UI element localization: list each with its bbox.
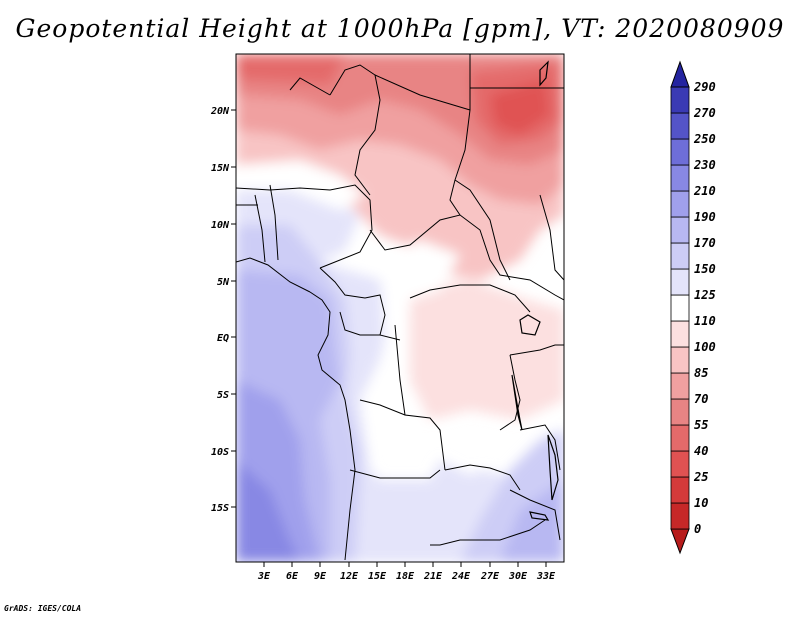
colorbar-bin [670, 346, 690, 374]
lat-tick-labels: 20N 15N 10N 5N EQ 5S 10S 15S [210, 106, 230, 514]
lat-tick-label: 15N [211, 163, 230, 174]
lat-tick-marks [231, 109, 236, 508]
colorbar-level-label: 110 [694, 314, 716, 328]
lon-tick-label: 30E [508, 571, 528, 582]
colorbar-level-label: 85 [694, 366, 708, 380]
lakes [511, 60, 559, 521]
lon-tick-label: 18E [396, 571, 415, 582]
colorbar-bin [670, 398, 690, 426]
colorbar-bin [670, 268, 690, 296]
colorbar-labels: 0 10 25 40 55 70 85 100 110 125 150 170 190 210 230 250… [693, 80, 716, 536]
lon-tick-labels: 3E 6E 9E 12E 15E 18E 21E 24E 27E 30E 33E [257, 571, 556, 582]
colorbar-bin [670, 112, 690, 140]
colorbar-bin [670, 424, 690, 452]
colorbar-bin [670, 372, 690, 400]
colorbar-level-label: 70 [694, 392, 708, 406]
lon-tick-label: 12E [340, 571, 359, 582]
geopotential-field [236, 54, 564, 562]
lat-tick-label: EQ [217, 333, 229, 344]
colorbar-bin [670, 216, 690, 244]
lon-tick-label: 3E [257, 571, 271, 582]
lon-tick-label: 9E [314, 571, 327, 582]
colorbar-bin [670, 294, 690, 322]
lon-tick-label: 24E [451, 571, 471, 582]
colorbar [670, 60, 690, 555]
colorbar-bin [670, 476, 690, 504]
colorbar-bin [670, 60, 690, 88]
colorbar-level-label: 190 [694, 210, 716, 224]
lon-tick-label: 27E [480, 571, 500, 582]
colorbar-level-label: 25 [693, 470, 708, 484]
colorbar-bin [670, 164, 690, 192]
colorbar-level-label: 40 [694, 444, 708, 458]
grads-credit: GrADS: IGES/COLA [4, 604, 82, 613]
colorbar-bin [670, 86, 690, 114]
lat-tick-label: 5S [217, 390, 229, 401]
lat-tick-label: 15S [211, 503, 229, 514]
colorbar-level-label: 270 [693, 106, 716, 120]
colorbar-bin [670, 242, 690, 270]
lat-tick-label: 10S [211, 447, 229, 458]
colorbar-level-label: 125 [694, 288, 716, 302]
colorbar-level-label: 150 [694, 262, 716, 276]
map-frame [235, 53, 565, 563]
colorbar-level-label: 230 [693, 158, 716, 172]
colorbar-bin [670, 190, 690, 218]
colorbar-bin [670, 450, 690, 478]
chart-title: Geopotential Height at 1000hPa [gpm], VT… [15, 14, 785, 43]
colorbar-level-label: 210 [693, 184, 716, 198]
colorbar-level-label: 0 [694, 522, 701, 536]
colorbar-level-label: 100 [694, 340, 716, 354]
lon-tick-marks [263, 562, 547, 567]
colorbar-level-label: 290 [693, 80, 716, 94]
colorbar-level-label: 250 [693, 132, 716, 146]
colorbar-bin [670, 528, 690, 555]
colorbar-level-label: 170 [694, 236, 716, 250]
lon-tick-label: 21E [423, 571, 443, 582]
colorbar-bin [670, 502, 690, 530]
lon-tick-label: 6E [286, 571, 299, 582]
colorbar-bin [670, 138, 690, 166]
colorbar-bin [670, 320, 690, 348]
colorbar-level-label: 10 [694, 496, 708, 510]
lat-tick-label: 5N [217, 277, 230, 288]
lat-tick-label: 10N [211, 220, 230, 231]
lat-tick-label: 20N [210, 106, 230, 117]
country-borders [236, 54, 564, 561]
lon-tick-label: 15E [368, 571, 387, 582]
colorbar-level-label: 55 [694, 418, 708, 432]
lon-tick-label: 33E [536, 571, 556, 582]
